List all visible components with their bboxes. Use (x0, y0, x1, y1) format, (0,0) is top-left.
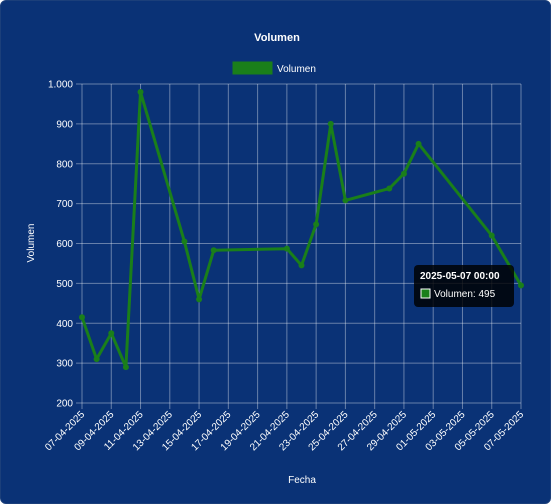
data-point[interactable] (386, 185, 393, 192)
y-tick-label: 400 (56, 319, 73, 330)
data-point[interactable] (283, 245, 290, 252)
series-line (80, 90, 523, 369)
data-point[interactable] (122, 364, 129, 371)
tooltip-background (414, 265, 514, 307)
data-point[interactable] (313, 221, 320, 228)
tooltip-label: Volumen: 495 (434, 289, 496, 300)
y-tick-label: 700 (56, 199, 73, 210)
y-tick-label: 300 (56, 359, 73, 370)
data-point[interactable] (108, 330, 115, 337)
x-gridlines (81, 84, 522, 409)
data-point[interactable] (415, 140, 422, 147)
data-point[interactable] (327, 120, 334, 127)
data-point[interactable] (400, 170, 407, 177)
y-axis-title: Volumen (26, 224, 37, 263)
data-point[interactable] (210, 247, 217, 254)
legend[interactable]: Volumen (232, 61, 316, 75)
legend-label: Volumen (277, 64, 316, 75)
y-tick-label: 800 (56, 159, 73, 170)
x-axis-ticks: 07-04-202509-04-202511-04-202513-04-2025… (43, 409, 526, 453)
y-tick-label: 900 (56, 119, 73, 130)
data-point[interactable] (518, 282, 524, 289)
chart-title: Volumen (254, 32, 300, 44)
y-tick-label: 1.000 (48, 80, 73, 91)
data-point[interactable] (342, 197, 349, 204)
tooltip: 2025-05-07 00:00 Volumen: 495 (414, 265, 514, 307)
y-tick-label: 500 (56, 279, 73, 290)
y-axis-ticks: 200 300 400 500 600 700 800 900 1.000 (48, 80, 73, 410)
data-point[interactable] (488, 232, 495, 239)
data-point[interactable] (79, 314, 85, 321)
data-point[interactable] (137, 88, 144, 95)
data-point[interactable] (181, 238, 188, 245)
data-point[interactable] (298, 262, 305, 269)
x-axis-title: Fecha (288, 475, 316, 486)
data-point[interactable] (196, 296, 203, 303)
data-point[interactable] (93, 356, 100, 363)
tooltip-title: 2025-05-07 00:00 (420, 271, 500, 282)
legend-swatch (232, 61, 273, 75)
y-gridlines (76, 83, 521, 404)
tooltip-swatch (420, 288, 431, 299)
y-tick-label: 200 (56, 399, 73, 410)
y-tick-label: 600 (56, 239, 73, 250)
series-volumen (79, 88, 524, 371)
